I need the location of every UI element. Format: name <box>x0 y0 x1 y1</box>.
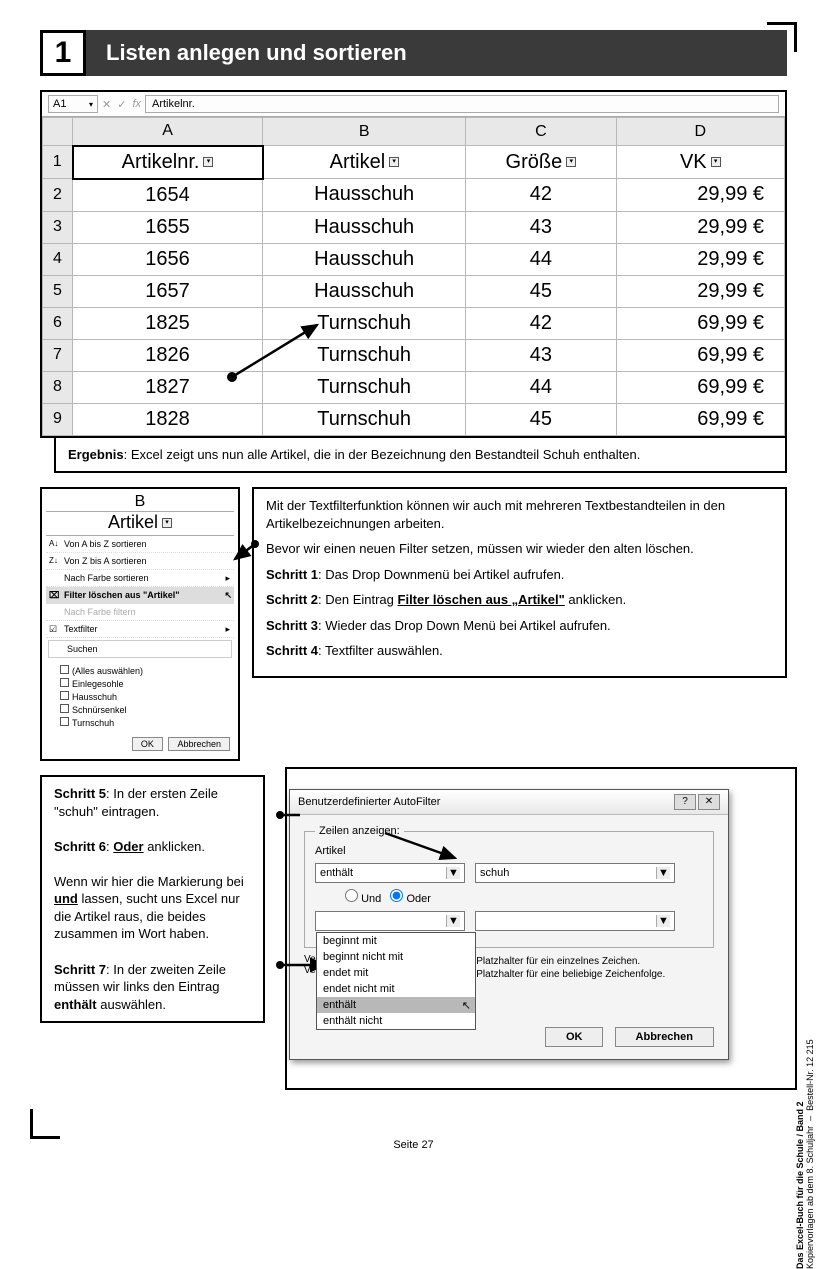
value-combo-2[interactable]: ▼ <box>475 911 675 931</box>
text-filter[interactable]: ☑Textfilter▸ <box>46 621 234 638</box>
table-row: 51657Hausschuh4529,99 € <box>43 275 785 307</box>
value-combo[interactable]: schuh▼ <box>475 863 675 883</box>
table-row: 61825Turnschuh4269,99 € <box>43 307 785 339</box>
autofilter-dialog: Benutzerdefinierter AutoFilter ?✕ Zeilen… <box>289 789 729 1060</box>
page-number: Seite 27 <box>0 1139 827 1151</box>
search-box[interactable]: Suchen <box>48 640 232 658</box>
formula-icons: ✕✓fx <box>102 98 141 111</box>
help-icon[interactable]: ? <box>674 794 696 810</box>
steps-left-box: Schritt 5: In der ersten Zeile "schuh" e… <box>40 775 265 1023</box>
steps-box: Mit der Textfilterfunktion können wir au… <box>252 487 787 678</box>
table-header-row: 1 Artikelnr.▾ Artikel▾ Größe▾ VK▾ <box>43 146 785 179</box>
chapter-number: 1 <box>40 30 86 76</box>
and-or-radios[interactable]: Und Oder <box>315 889 703 905</box>
table-row: 91828Turnschuh4569,99 € <box>43 403 785 435</box>
dialog-titlebar: Benutzerdefinierter AutoFilter ?✕ <box>290 790 728 815</box>
cancel-button[interactable]: Abbrechen <box>615 1027 714 1047</box>
chapter-header: 1 Listen anlegen und sortieren <box>40 30 787 76</box>
spreadsheet-table: A B C D 1 Artikelnr.▾ Artikel▾ Größe▾ VK… <box>42 117 785 436</box>
formula-bar: A1▾ ✕✓fx Artikelnr. <box>42 92 785 117</box>
hint-text: Platzhalter für eine beliebige Zeichenfo… <box>476 969 665 980</box>
clear-filter[interactable]: ⌧Filter löschen aus "Artikel"↖ <box>46 587 234 604</box>
filter-checkboxes[interactable]: (Alles auswählen)EinlegesohleHausschuhSc… <box>46 660 234 733</box>
table-row: 31655Hausschuh4329,99 € <box>43 211 785 243</box>
corner-decoration-bl <box>30 1109 60 1139</box>
sort-za[interactable]: Z↓Von Z bis A sortieren <box>46 553 234 570</box>
sort-az[interactable]: A↓Von A bis Z sortieren <box>46 536 234 553</box>
dropdown-list[interactable]: beginnt mitbeginnt nicht mitendet mitend… <box>316 932 476 1030</box>
side-publication-info: Das Excel-Buch für die Schule / Band 2 K… <box>795 969 815 1269</box>
corner-decoration <box>767 22 797 52</box>
filter-icon[interactable]: ▾ <box>389 157 399 167</box>
filter-by-color: Nach Farbe filtern <box>46 604 234 621</box>
filter-icon[interactable]: ▾ <box>203 157 213 167</box>
filter-dropdown-menu: B Artikel▾ A↓Von A bis Z sortieren Z↓Von… <box>40 487 240 761</box>
filter-icon[interactable]: ▾ <box>711 157 721 167</box>
formula-input[interactable]: Artikelnr. <box>145 95 779 113</box>
close-icon[interactable]: ✕ <box>698 794 720 810</box>
filter-menu-header: Artikel▾ <box>46 512 234 536</box>
hint-text: Platzhalter für ein einzelnes Zeichen. <box>476 956 665 967</box>
sort-color[interactable]: Nach Farbe sortieren▸ <box>46 570 234 587</box>
intro-text: Bevor wir einen neuen Filter setzen, müs… <box>266 540 773 558</box>
intro-text: Mit der Textfilterfunktion können wir au… <box>266 497 773 532</box>
chapter-title: Listen anlegen und sortieren <box>86 30 787 76</box>
operator-combo[interactable]: enthält▼ <box>315 863 465 883</box>
spreadsheet-panel: A1▾ ✕✓fx Artikelnr. A B C D 1 Artikelnr.… <box>40 90 787 438</box>
operator-combo-2[interactable]: ▼ beginnt mitbeginnt nicht mitendet mite… <box>315 911 465 931</box>
result-box: Ergebnis: Excel zeigt uns nun alle Artik… <box>54 436 787 474</box>
ok-button[interactable]: OK <box>545 1027 604 1047</box>
dialog-area: Schnürsenkel 60c Benutzerdefinierter Aut… <box>275 775 787 1060</box>
table-row: 41656Hausschuh4429,99 € <box>43 243 785 275</box>
filter-icon[interactable]: ▾ <box>566 157 576 167</box>
table-row: 71826Turnschuh4369,99 € <box>43 339 785 371</box>
cancel-button[interactable]: Abbrechen <box>168 737 230 751</box>
table-row: 81827Turnschuh4469,99 € <box>43 371 785 403</box>
table-row: 21654Hausschuh4229,99 € <box>43 179 785 212</box>
ok-button[interactable]: OK <box>132 737 163 751</box>
name-box[interactable]: A1▾ <box>48 95 98 113</box>
column-headers: A B C D <box>43 118 785 146</box>
